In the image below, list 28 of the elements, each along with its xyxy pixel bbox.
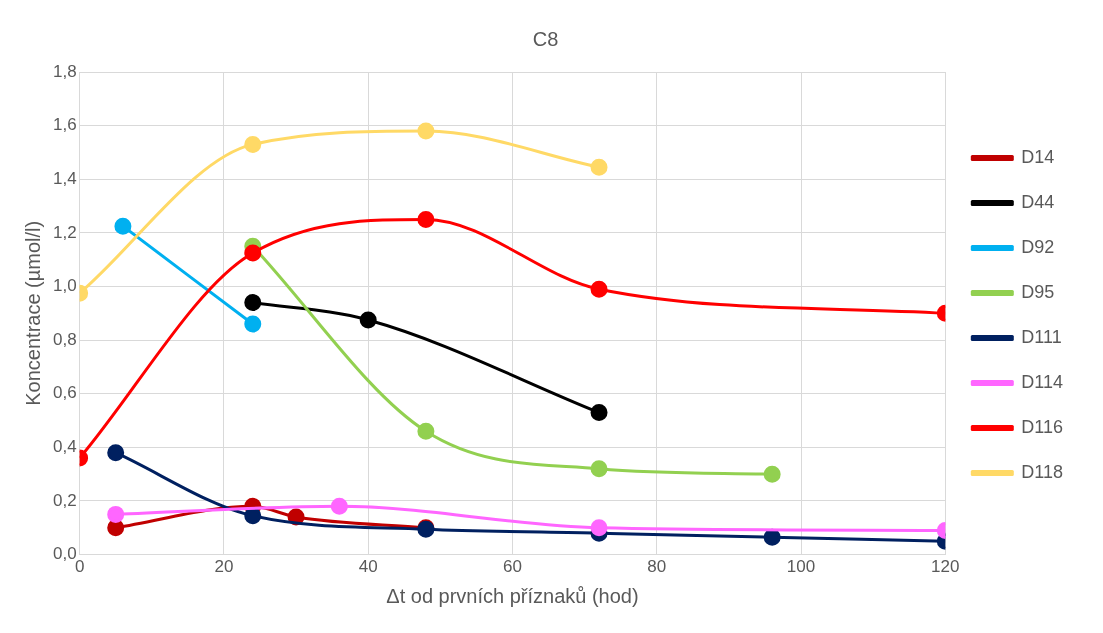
y-tick-label: 0,0	[52, 544, 77, 564]
x-axis-title: Δt od prvních příznaků (hod)	[386, 584, 639, 607]
legend-label: D118	[1021, 461, 1064, 482]
x-tick-label: 0	[74, 557, 85, 577]
x-tick-label: 40	[358, 557, 378, 577]
legend-label: D114	[1021, 371, 1064, 392]
legend-label: D44	[1021, 191, 1055, 212]
y-tick-label: 1,2	[52, 222, 77, 242]
y-tick-label: 0,8	[52, 329, 77, 349]
y-tick-label: 0,6	[52, 383, 77, 403]
y-tick-label: 1,4	[52, 168, 77, 188]
legend-label: D14	[1021, 146, 1055, 167]
legend-label: D92	[1021, 236, 1055, 257]
x-tick-label: 20	[214, 557, 234, 577]
x-tick-label: 120	[931, 557, 960, 577]
chart-title: C8	[532, 27, 559, 50]
x-tick-label: 60	[503, 557, 522, 577]
y-tick-label: 1,6	[52, 115, 77, 135]
legend-label: D111	[1021, 326, 1062, 347]
y-axis-title: Koncentrace (µmol/l)	[21, 220, 44, 406]
y-tick-label: 1,8	[52, 61, 77, 81]
y-tick-label: 1,0	[52, 276, 77, 296]
y-tick-label: 0,4	[52, 437, 77, 457]
legend-label: D116	[1021, 416, 1064, 437]
x-tick-label: 80	[647, 557, 667, 577]
x-tick-label: 100	[786, 557, 816, 577]
legend-label: D95	[1021, 281, 1055, 302]
y-tick-label: 0,2	[52, 490, 77, 510]
